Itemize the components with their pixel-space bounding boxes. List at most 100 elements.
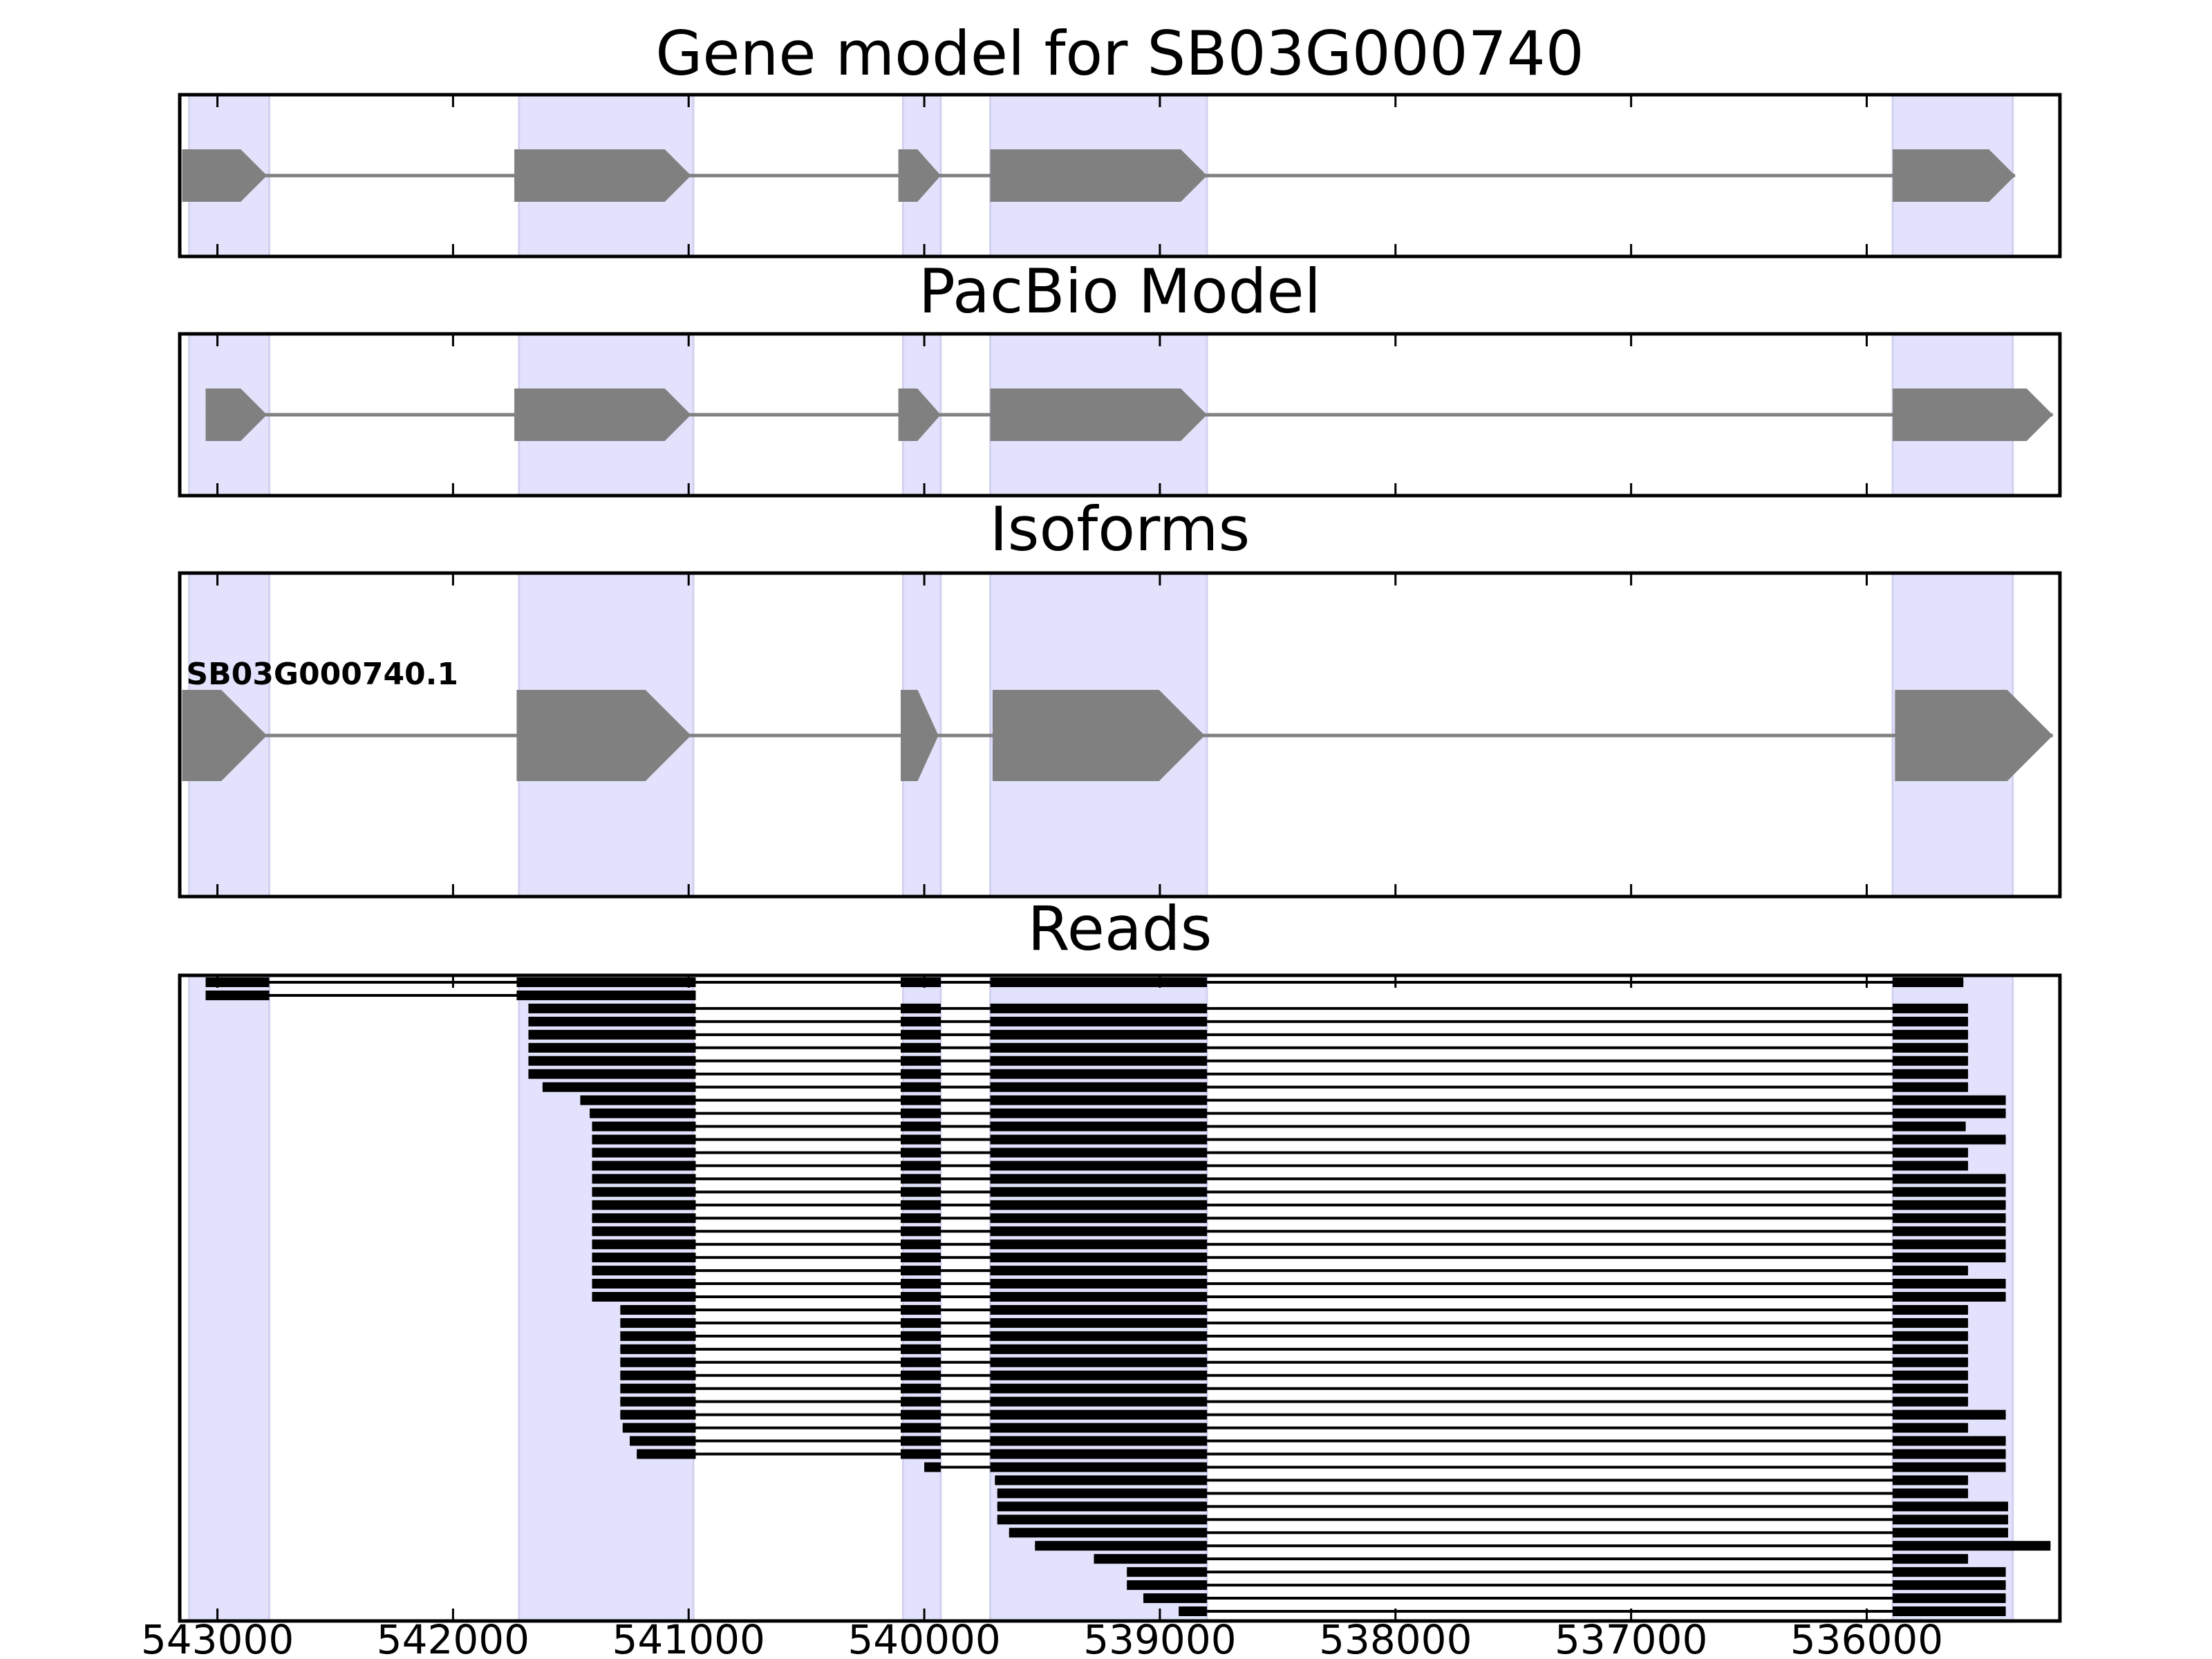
gene-model-panel: [178, 93, 2062, 259]
read-block: [990, 1082, 1208, 1092]
read-block: [901, 1331, 941, 1341]
read-block: [997, 1501, 1208, 1512]
panel-frame: [178, 332, 2062, 498]
read-block: [592, 1161, 696, 1171]
read-block: [990, 1187, 1208, 1197]
read-block: [630, 1436, 696, 1446]
read-block: [990, 1462, 1208, 1472]
read-block: [990, 1161, 1208, 1171]
read-block: [528, 1003, 696, 1013]
read-block: [901, 1095, 941, 1105]
read-block: [990, 1266, 1208, 1276]
read-block: [990, 1108, 1208, 1118]
pacbio-model-panel: [178, 332, 2062, 498]
read-block: [990, 1200, 1208, 1210]
read-block: [1892, 1213, 2006, 1224]
read-block: [1009, 1528, 1208, 1538]
exon-feature: [1892, 149, 2016, 202]
read-block: [901, 1121, 941, 1132]
read-block: [620, 1383, 696, 1394]
read-block: [997, 1515, 1208, 1525]
read-block: [901, 1239, 941, 1250]
read-block: [997, 1488, 1208, 1499]
read-block: [1892, 1292, 2006, 1302]
read-block: [990, 1016, 1208, 1027]
exon-feature: [898, 388, 941, 441]
read-block: [990, 1226, 1208, 1237]
exon-feature: [514, 388, 691, 441]
x-tick-label: 539000: [1083, 1616, 1236, 1659]
read-block: [592, 1213, 696, 1224]
read-block: [990, 1003, 1208, 1013]
read-block: [1892, 1541, 2051, 1551]
read-block: [1892, 1147, 1969, 1158]
read-block: [516, 977, 696, 987]
exon-feature: [182, 149, 268, 202]
read-block: [1892, 1488, 1969, 1499]
read-block: [990, 977, 1208, 987]
read-block: [901, 1396, 941, 1407]
read-block: [1892, 1226, 2006, 1237]
read-block: [592, 1279, 696, 1289]
read-block: [1892, 1475, 1969, 1485]
read-block: [592, 1147, 696, 1158]
read-block: [990, 1292, 1208, 1302]
x-tick-label: 541000: [612, 1616, 765, 1659]
read-block: [901, 1279, 941, 1289]
read-block: [990, 1344, 1208, 1354]
exon-feature: [990, 388, 1208, 441]
read-block: [901, 1304, 941, 1315]
read-block: [528, 1042, 696, 1053]
highlight-region: [188, 974, 271, 1622]
read-block: [901, 1056, 941, 1066]
exon-feature: [990, 149, 1208, 202]
read-block: [901, 1409, 941, 1420]
read-block: [1892, 1239, 2006, 1250]
read-block: [205, 977, 270, 987]
read-block: [1892, 1409, 2006, 1420]
read-block: [528, 1056, 696, 1066]
read-block: [901, 1082, 941, 1092]
read-block: [1179, 1606, 1208, 1616]
read-block: [924, 1462, 941, 1472]
read-block: [901, 1436, 941, 1446]
read-block: [901, 1029, 941, 1040]
read-block: [1892, 1003, 1969, 1013]
x-axis: 543000 542000 541000 540000 539000 538000 5370…: [141, 1616, 1943, 1659]
read-block: [990, 1318, 1208, 1328]
read-block: [1143, 1593, 1208, 1604]
read-block: [516, 990, 696, 1000]
read-block: [990, 1396, 1208, 1407]
read-block: [990, 1147, 1208, 1158]
exon-feature: [1895, 690, 2053, 781]
read-block: [901, 1003, 941, 1013]
read-block: [901, 1253, 941, 1263]
panel-title-isoforms: Isoforms: [990, 494, 1250, 565]
read-block: [990, 1279, 1208, 1289]
exon-feature: [516, 690, 691, 781]
read-block: [1892, 1187, 2006, 1197]
read-block: [901, 1318, 941, 1328]
read-block: [1892, 1016, 1969, 1027]
read-block: [990, 1134, 1208, 1145]
read-block: [901, 1383, 941, 1394]
read-block: [990, 1239, 1208, 1250]
read-block: [1892, 1554, 1969, 1564]
read-block: [592, 1134, 696, 1145]
read-block: [1892, 1501, 2009, 1512]
read-block: [1892, 1436, 2006, 1446]
exon-feature: [1892, 388, 2053, 441]
x-tick-label: 538000: [1319, 1616, 1472, 1659]
read-block: [1892, 1357, 1969, 1367]
panel-frame: [178, 571, 2062, 899]
read-block: [1892, 1121, 1966, 1132]
panel-frame: [178, 973, 2062, 1623]
read-block: [990, 1174, 1208, 1184]
read-block: [620, 1318, 696, 1328]
x-tick-label: 542000: [377, 1616, 529, 1659]
read-block: [990, 1436, 1208, 1446]
read-block: [1094, 1554, 1208, 1564]
exon-feature: [898, 149, 941, 202]
read-block: [620, 1304, 696, 1315]
read-block: [990, 1449, 1208, 1459]
